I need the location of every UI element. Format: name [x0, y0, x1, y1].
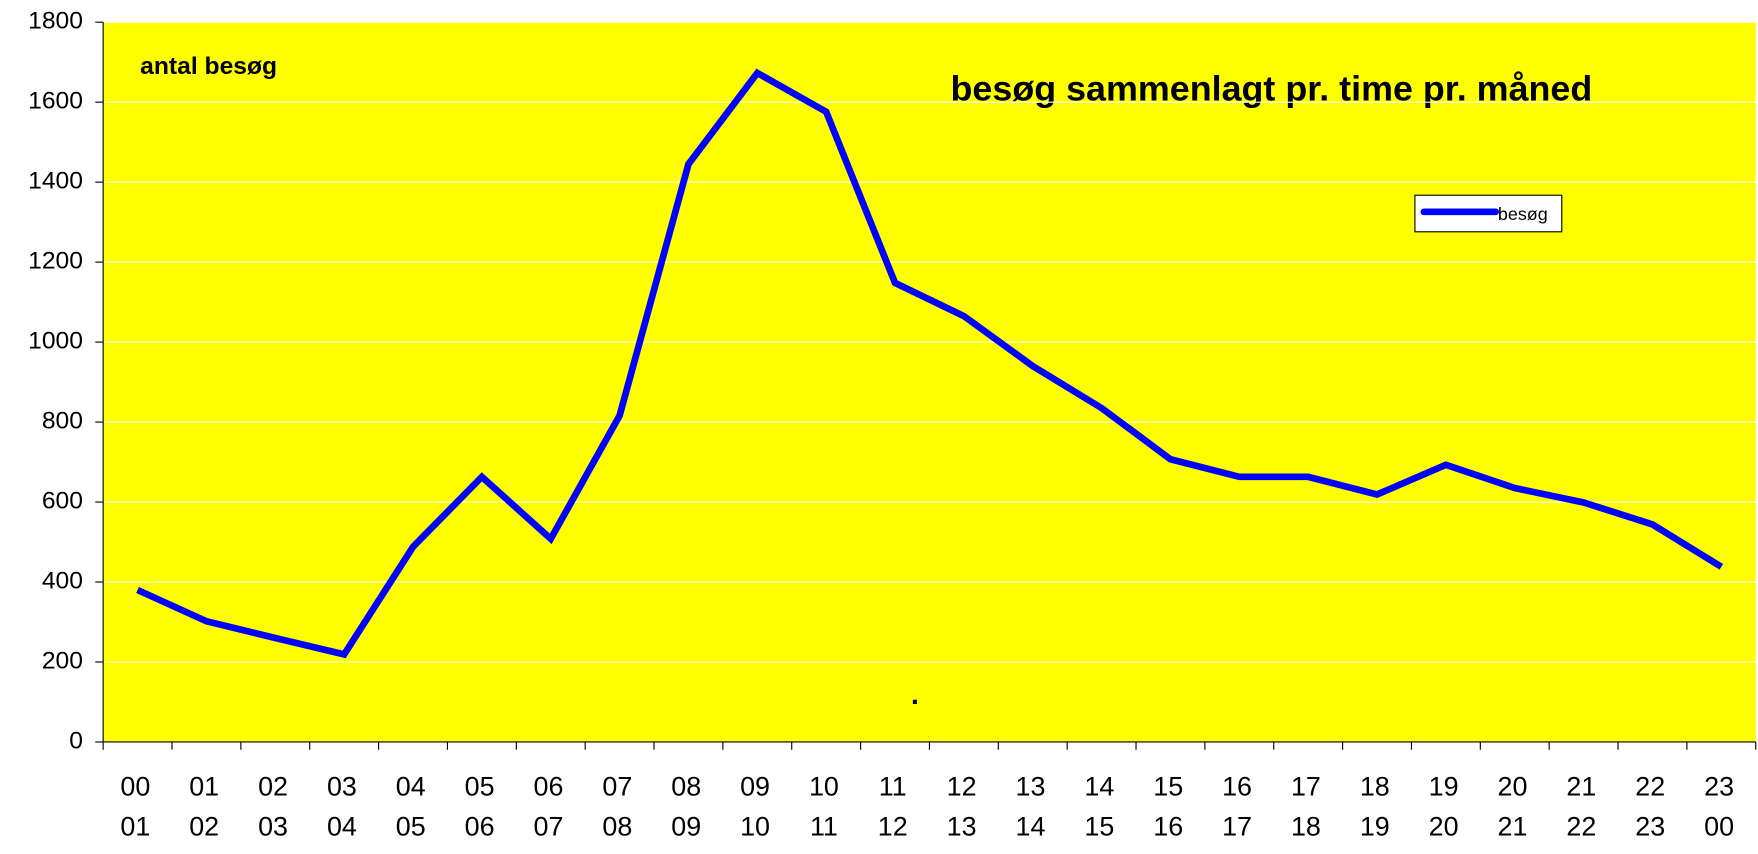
x-tick-label: 22	[1635, 772, 1665, 802]
x-tick-label: 09	[740, 772, 770, 802]
x-tick-label: 03	[327, 772, 357, 802]
x-tick-label: 02	[189, 812, 219, 842]
line-series	[136, 68, 1724, 659]
x-tick-label: 23	[1704, 772, 1734, 802]
y-tick-label: 1400	[28, 168, 83, 195]
x-tick-label: 00	[1704, 812, 1734, 842]
y-tick-label: 800	[42, 408, 83, 435]
x-tick-label: 15	[1153, 772, 1183, 802]
x-tick-label: 08	[602, 812, 632, 842]
x-tick-label: 09	[671, 812, 701, 842]
y-axis-label: antal besøg	[140, 53, 277, 80]
plot-area	[103, 22, 1756, 742]
x-tick-label: 23	[1635, 812, 1665, 842]
x-tick-label: 20	[1429, 812, 1459, 842]
x-tick-label: 15	[1084, 812, 1114, 842]
x-tick-label: 18	[1291, 812, 1321, 842]
x-tick-label: 10	[740, 812, 770, 842]
x-tick-label: 16	[1153, 812, 1183, 842]
x-tick-label: 00	[120, 772, 150, 802]
x-tick-label: 05	[465, 772, 495, 802]
y-tick-label: 200	[42, 648, 83, 675]
x-tick-label: 21	[1498, 812, 1528, 842]
x-tick-label: 17	[1291, 772, 1321, 802]
x-tick-label: 10	[809, 772, 839, 802]
x-tick-label: 11	[879, 772, 907, 802]
x-tick-label: 22	[1566, 812, 1596, 842]
x-tick-label: 16	[1222, 772, 1252, 802]
x-tick-label: 19	[1360, 812, 1390, 842]
x-tick-label: 01	[189, 772, 219, 802]
x-tick-label: 17	[1222, 812, 1252, 842]
y-tick-label: 1200	[28, 248, 83, 275]
annotation: .	[911, 679, 919, 711]
x-tick-label: 07	[534, 812, 564, 842]
x-tick-label: 18	[1360, 772, 1390, 802]
x-tick-label: 14	[1016, 812, 1046, 842]
y-tick-label: 1600	[28, 88, 83, 115]
x-tick-label: 02	[258, 772, 288, 802]
x-tick-label: 04	[396, 772, 426, 802]
x-tick-label: 06	[534, 772, 564, 802]
x-tick-label: 11	[810, 812, 838, 842]
legend-label: besøg	[1498, 204, 1548, 224]
y-tick-label: 0	[69, 728, 83, 755]
x-tick-label: 08	[671, 772, 701, 802]
x-tick-label: 20	[1498, 772, 1528, 802]
y-tick-label: 1800	[28, 8, 83, 35]
x-tick-label: 12	[878, 812, 908, 842]
x-tick-label: 07	[602, 772, 632, 802]
x-tick-label: 13	[947, 812, 977, 842]
x-tick-label: 19	[1429, 772, 1459, 802]
x-tick-label: 01	[120, 812, 150, 842]
x-tick-label: 14	[1084, 772, 1114, 802]
x-tick-label: 13	[1016, 772, 1046, 802]
y-tick-label: 600	[42, 488, 83, 515]
x-tick-label: 06	[465, 812, 495, 842]
x-tick-label: 21	[1566, 772, 1596, 802]
x-tick-label: 05	[396, 812, 426, 842]
x-tick-label: 12	[947, 772, 977, 802]
x-tick-label: 03	[258, 812, 288, 842]
x-tick-label: 04	[327, 812, 357, 842]
y-tick-label: 1000	[28, 328, 83, 355]
y-tick-label: 400	[42, 568, 83, 595]
